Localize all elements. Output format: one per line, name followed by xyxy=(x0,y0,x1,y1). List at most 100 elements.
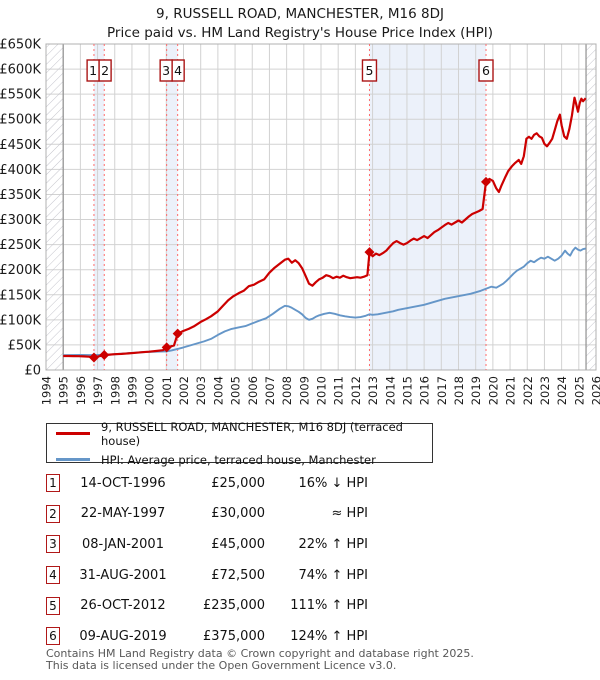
x-tick-label: 2016 xyxy=(418,376,432,405)
x-tick-label: 2022 xyxy=(521,376,535,405)
plot-border xyxy=(45,43,597,371)
sale-vs-hpi: ≈ HPI xyxy=(331,506,368,522)
x-tick-label: 2021 xyxy=(504,376,518,405)
y-tick-label: £200K xyxy=(0,263,41,278)
x-tick-label: 2017 xyxy=(435,376,449,405)
sale-vs-hpi: 111% ↑ HPI xyxy=(290,598,368,614)
x-tick-label: 1994 xyxy=(40,376,54,405)
legend-item-hpi: HPI: Average price, terraced house, Manc… xyxy=(56,453,432,467)
sale-marker xyxy=(99,349,110,360)
price-history-chart: 1 2 3 4 5 6£0£50K£100K£150K£200K£250K£300K£35… xyxy=(0,38,600,406)
x-tick-label: 1997 xyxy=(91,376,105,405)
x-tick-label: 2009 xyxy=(297,376,311,405)
y-tick-label: £400K xyxy=(0,163,41,178)
sale-row: 3 08-JAN-2001 £45,000 22% ↑ HPI xyxy=(46,529,368,560)
x-tick-label: 2019 xyxy=(469,376,483,405)
x-tick-label: 2002 xyxy=(177,376,191,405)
sale-marker xyxy=(364,247,375,258)
hpi-line-swatch xyxy=(56,458,90,461)
sale-date: 22-MAY-1997 xyxy=(80,506,166,522)
sale-vs-hpi: 22% ↑ HPI xyxy=(298,536,368,552)
x-tick-label: 2010 xyxy=(315,376,329,405)
sale-price: £72,500 xyxy=(211,567,265,583)
sale-marker xyxy=(88,352,99,363)
x-tick-label: 2020 xyxy=(486,376,500,405)
x-tick-label: 2024 xyxy=(555,376,569,405)
ownership-shading xyxy=(369,44,486,370)
sale-row: 6 09-AUG-2019 £375,000 124% ↑ HPI xyxy=(46,621,368,652)
sale-number-box xyxy=(171,59,185,82)
x-tick-label: 2006 xyxy=(246,376,260,405)
sale-price: £235,000 xyxy=(202,598,265,614)
sale-number-label: 4 xyxy=(174,63,182,78)
x-tick-label: 2005 xyxy=(229,376,243,405)
sale-number-badge: 4 xyxy=(46,566,60,585)
y-tick-label: £0 xyxy=(24,364,41,379)
sale-date: 09-AUG-2019 xyxy=(79,628,167,644)
sale-vs-hpi: 124% ↑ HPI xyxy=(290,628,368,644)
license-footer: Contains HM Land Registry data © Crown c… xyxy=(46,648,474,671)
x-tick-label: 2012 xyxy=(349,376,363,405)
sale-price: £30,000 xyxy=(211,506,265,522)
footer-line-2: This data is licensed under the Open Gov… xyxy=(46,658,397,672)
chart-legend: 9, RUSSELL ROAD, MANCHESTER, M16 8DJ (te… xyxy=(46,420,433,467)
page-title: 9, RUSSELL ROAD, MANCHESTER, M16 8DJ xyxy=(156,6,444,22)
sale-date: 26-OCT-2012 xyxy=(80,598,166,614)
grid xyxy=(45,43,597,371)
sale-number-box xyxy=(361,59,378,82)
legend-item-property: 9, RUSSELL ROAD, MANCHESTER, M16 8DJ (te… xyxy=(56,420,432,448)
sale-date: 14-OCT-1996 xyxy=(80,475,166,491)
x-tick-label: 1996 xyxy=(74,376,88,405)
x-tick-label: 2003 xyxy=(194,376,208,405)
x-tick-label: 2014 xyxy=(383,376,397,405)
sale-number-badge: 1 xyxy=(46,474,60,493)
sale-number-label: 5 xyxy=(365,63,373,78)
legend-label-property: 9, RUSSELL ROAD, MANCHESTER, M16 8DJ (te… xyxy=(101,419,403,448)
y-tick-label: £650K xyxy=(0,38,41,53)
sale-number-box xyxy=(98,59,112,82)
sale-price: £375,000 xyxy=(202,628,265,644)
hpi-line xyxy=(63,246,586,357)
no-data-hatch xyxy=(586,44,596,370)
sale-row: 5 26-OCT-2012 £235,000 111% ↑ HPI xyxy=(46,590,368,621)
y-tick-label: £250K xyxy=(0,238,41,253)
no-data-hatch xyxy=(46,44,64,370)
x-tick-label: 1998 xyxy=(108,376,122,405)
property-price-line xyxy=(63,96,587,359)
sale-date: 31-AUG-2001 xyxy=(79,567,167,583)
y-tick-label: £150K xyxy=(0,288,41,303)
x-tick-label: 2008 xyxy=(280,376,294,405)
sale-marker xyxy=(161,342,172,353)
ownership-shading xyxy=(93,44,105,370)
sale-row: 4 31-AUG-2001 £72,500 74% ↑ HPI xyxy=(46,560,368,591)
sale-date: 08-JAN-2001 xyxy=(82,536,164,552)
x-tick-label: 2007 xyxy=(263,376,277,405)
sale-vs-hpi: 74% ↑ HPI xyxy=(298,567,368,583)
y-tick-label: £100K xyxy=(0,313,41,328)
sale-marker xyxy=(172,328,183,339)
sale-vs-hpi: 16% ↓ HPI xyxy=(298,475,368,491)
sale-marker xyxy=(481,176,491,187)
x-tick-label: 2000 xyxy=(143,376,157,405)
sale-number-badge: 3 xyxy=(46,535,60,554)
sale-row: 2 22-MAY-1997 £30,000 ≈ HPI xyxy=(46,499,368,530)
x-tick-label: 1999 xyxy=(125,376,139,405)
y-tick-label: £450K xyxy=(0,138,41,153)
sale-number-label: 2 xyxy=(101,63,109,78)
x-tick-label: 2018 xyxy=(452,376,466,405)
sale-price: £25,000 xyxy=(211,475,265,491)
sale-number-badge: 6 xyxy=(46,627,60,646)
y-tick-label: £350K xyxy=(0,188,41,203)
sales-table: 1 14-OCT-1996 £25,000 16% ↓ HPI 2 22-MAY… xyxy=(46,468,368,652)
sale-number-label: 1 xyxy=(89,63,97,78)
x-tick-label: 1995 xyxy=(57,376,71,405)
x-tick-label: 2001 xyxy=(160,376,174,405)
x-tick-label: 2004 xyxy=(211,376,225,405)
sale-number-label: 6 xyxy=(482,63,490,78)
x-tick-label: 2011 xyxy=(332,376,346,405)
x-tick-label: 2015 xyxy=(400,376,414,405)
x-tick-label: 2025 xyxy=(572,376,586,405)
y-tick-label: £500K xyxy=(0,113,41,128)
x-tick-label: 2013 xyxy=(366,376,380,405)
